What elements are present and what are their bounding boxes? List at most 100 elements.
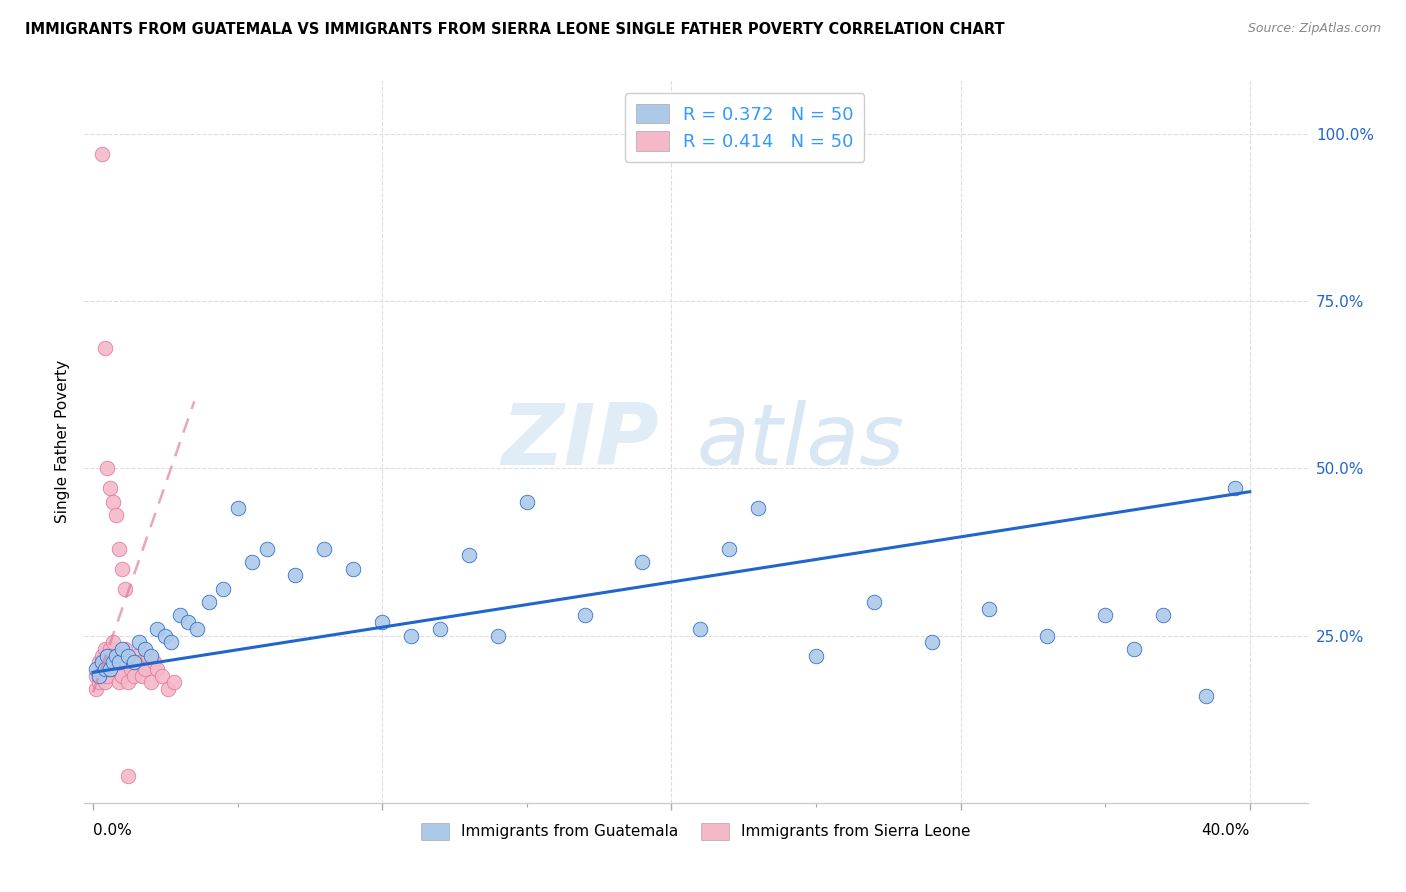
Point	[169, 608, 191, 623]
Point	[87, 669, 110, 683]
Point	[142, 655, 165, 669]
Point	[117, 648, 139, 663]
Point	[134, 662, 156, 676]
Point	[117, 675, 139, 690]
Point	[1195, 689, 1218, 703]
Point	[103, 635, 125, 649]
Text: atlas: atlas	[696, 400, 904, 483]
Point	[718, 541, 741, 556]
Point	[122, 669, 145, 683]
Point	[128, 635, 150, 649]
Point	[100, 642, 122, 657]
Point	[108, 675, 131, 690]
Point	[100, 662, 122, 676]
Point	[96, 648, 118, 663]
Point	[177, 615, 200, 630]
Point	[131, 669, 153, 683]
Point	[96, 648, 118, 663]
Point	[96, 461, 118, 475]
Point	[186, 622, 208, 636]
Point	[145, 662, 167, 676]
Point	[122, 655, 145, 669]
Point	[152, 669, 174, 683]
Point	[108, 541, 131, 556]
Point	[486, 628, 509, 642]
Point	[157, 681, 180, 696]
Point	[399, 628, 422, 642]
Point	[105, 648, 128, 663]
Point	[90, 147, 112, 161]
Point	[128, 655, 150, 669]
Point	[226, 501, 249, 516]
Point	[90, 669, 112, 683]
Point	[96, 655, 118, 669]
Point	[105, 662, 128, 676]
Text: Source: ZipAtlas.com: Source: ZipAtlas.com	[1247, 22, 1381, 36]
Point	[921, 635, 943, 649]
Point	[429, 622, 451, 636]
Point	[1152, 608, 1174, 623]
Point	[145, 622, 167, 636]
Point	[120, 662, 142, 676]
Point	[103, 655, 125, 669]
Point	[93, 341, 115, 355]
Point	[84, 669, 107, 683]
Point	[93, 662, 115, 676]
Point	[90, 662, 112, 676]
Point	[139, 648, 162, 663]
Point	[114, 642, 136, 657]
Point	[108, 655, 131, 669]
Point	[516, 494, 538, 508]
Point	[1094, 608, 1116, 623]
Point	[342, 562, 364, 576]
Text: IMMIGRANTS FROM GUATEMALA VS IMMIGRANTS FROM SIERRA LEONE SINGLE FATHER POVERTY : IMMIGRANTS FROM GUATEMALA VS IMMIGRANTS …	[25, 22, 1005, 37]
Point	[134, 642, 156, 657]
Point	[804, 648, 827, 663]
Point	[103, 648, 125, 663]
Text: 40.0%: 40.0%	[1201, 823, 1250, 838]
Point	[111, 662, 134, 676]
Point	[87, 662, 110, 676]
Point	[747, 501, 769, 516]
Point	[979, 602, 1001, 616]
Text: ZIP: ZIP	[502, 400, 659, 483]
Point	[1225, 482, 1247, 496]
Point	[84, 662, 107, 676]
Point	[93, 642, 115, 657]
Point	[1036, 628, 1059, 642]
Point	[136, 648, 159, 663]
Point	[100, 482, 122, 496]
Point	[197, 595, 219, 609]
Point	[314, 541, 336, 556]
Point	[139, 675, 162, 690]
Point	[114, 655, 136, 669]
Legend: Immigrants from Guatemala, Immigrants from Sierra Leone: Immigrants from Guatemala, Immigrants fr…	[415, 817, 977, 846]
Point	[163, 675, 186, 690]
Point	[212, 582, 235, 596]
Point	[631, 555, 654, 569]
Point	[103, 494, 125, 508]
Point	[111, 642, 134, 657]
Point	[371, 615, 394, 630]
Point	[574, 608, 596, 623]
Text: 0.0%: 0.0%	[93, 823, 132, 838]
Point	[93, 655, 115, 669]
Point	[117, 769, 139, 783]
Point	[284, 568, 307, 582]
Point	[90, 648, 112, 663]
Point	[160, 635, 183, 649]
Point	[93, 675, 115, 690]
Point	[125, 648, 148, 663]
Point	[96, 669, 118, 683]
Point	[108, 648, 131, 663]
Point	[1123, 642, 1146, 657]
Point	[87, 655, 110, 669]
Point	[105, 655, 128, 669]
Point	[114, 582, 136, 596]
Point	[256, 541, 278, 556]
Point	[84, 681, 107, 696]
Point	[87, 675, 110, 690]
Point	[155, 628, 177, 642]
Point	[240, 555, 263, 569]
Point	[90, 655, 112, 669]
